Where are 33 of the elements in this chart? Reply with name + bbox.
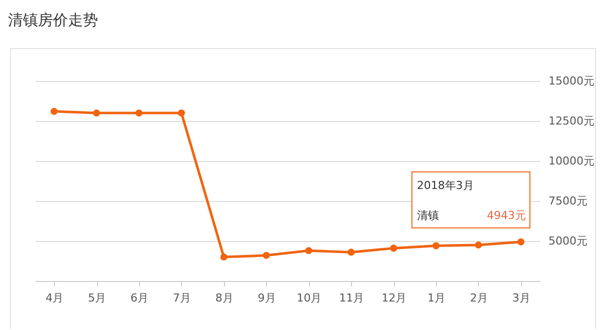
y-tick-label: 5000元 bbox=[548, 234, 588, 248]
x-tick-label: 5月 bbox=[88, 292, 106, 304]
point bbox=[348, 248, 355, 256]
y-tick-label: 15000元 bbox=[548, 74, 594, 88]
x-tick-label: 9月 bbox=[258, 292, 276, 304]
point bbox=[220, 253, 228, 261]
point bbox=[305, 247, 312, 254]
point bbox=[517, 238, 524, 246]
x-tick-label: 10月 bbox=[296, 292, 322, 304]
point bbox=[178, 109, 185, 117]
x-tick-label: 2月 bbox=[470, 292, 488, 304]
x-tick-label: 8月 bbox=[215, 292, 234, 304]
y-tick-label: 12500元 bbox=[548, 114, 594, 128]
y-tick-label: 7500元 bbox=[548, 194, 588, 208]
x-tick-label: 1月 bbox=[428, 292, 446, 304]
point bbox=[474, 241, 482, 249]
point bbox=[390, 244, 398, 252]
data-label: 4943元 bbox=[486, 208, 526, 222]
y-tick-label: 10000元 bbox=[548, 154, 594, 168]
x-tick-label: 6月 bbox=[130, 292, 148, 304]
x-tick-label: 12月 bbox=[382, 292, 407, 304]
x-tick-label: 4月 bbox=[46, 292, 64, 304]
x-tick-label: 7月 bbox=[172, 292, 191, 304]
chart-title: 清镇房价走势 bbox=[8, 11, 98, 29]
annotation: 2018年3月 bbox=[416, 178, 474, 192]
point bbox=[93, 109, 100, 117]
point bbox=[432, 242, 440, 250]
series-label: 清镇 bbox=[416, 208, 439, 222]
point bbox=[262, 252, 270, 259]
x-tick-label: 3月 bbox=[512, 292, 530, 304]
x-tick-label: 11月 bbox=[339, 292, 364, 304]
point bbox=[135, 109, 143, 117]
point bbox=[50, 108, 58, 115]
